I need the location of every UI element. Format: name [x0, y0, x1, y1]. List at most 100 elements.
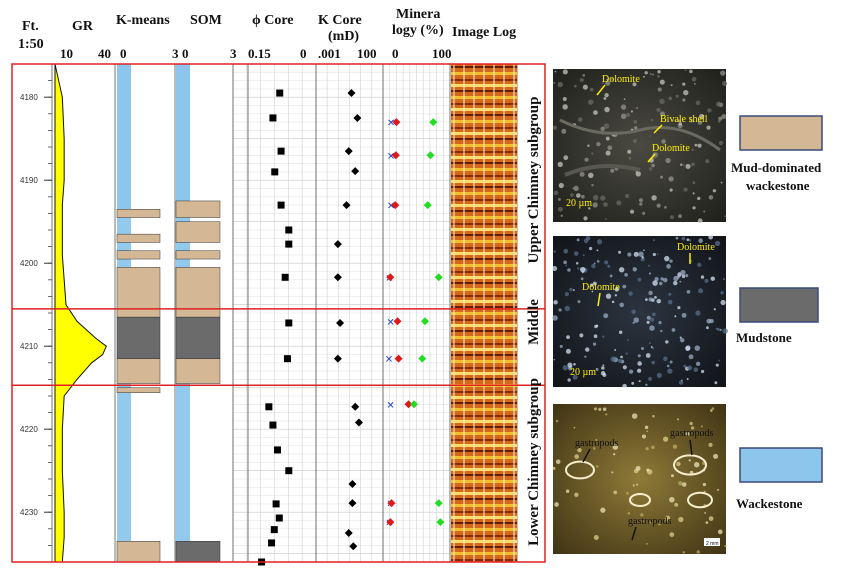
- crystal-speck: [576, 267, 580, 270]
- crystal-speck: [652, 239, 655, 242]
- crystal-speck: [573, 426, 576, 429]
- crystal-speck: [668, 96, 673, 101]
- crystal-speck: [685, 345, 691, 351]
- crystal-speck: [703, 490, 706, 493]
- crystal-speck: [672, 119, 675, 122]
- phi-core-point: [265, 403, 273, 411]
- crystal-speck: [649, 521, 652, 525]
- crystal-speck: [711, 407, 715, 410]
- crystal-speck: [576, 193, 581, 198]
- crystal-speck: [609, 274, 613, 278]
- phi-core-point: [283, 355, 291, 363]
- crystal-speck: [659, 98, 665, 105]
- crystal-speck: [692, 206, 696, 210]
- som-interval-mud_wackestone: [175, 221, 221, 243]
- crystal-speck: [648, 297, 653, 302]
- crystal-speck: [553, 358, 556, 361]
- crystal-speck: [679, 280, 682, 283]
- crystal-speck: [625, 491, 629, 495]
- crystal-speck: [562, 69, 568, 75]
- crystal-speck: [665, 157, 671, 164]
- header-ft: Ft.: [22, 19, 39, 34]
- crystal-speck: [656, 372, 662, 378]
- crystal-speck: [682, 164, 685, 167]
- mineral-dolomite-point: [436, 518, 445, 527]
- crystal-speck: [592, 194, 599, 201]
- gr-min-label: 10: [60, 46, 73, 61]
- crystal-speck: [627, 511, 631, 515]
- crystal-speck: [573, 84, 577, 88]
- kmeans-max-label: 3: [172, 46, 179, 61]
- crystal-speck: [651, 360, 656, 365]
- phi-core-point: [272, 500, 280, 508]
- micrograph-2-arrow-b: [597, 292, 601, 307]
- kmeans-interval-mud_wackestone: [116, 250, 161, 260]
- crystal-speck: [682, 482, 687, 487]
- phi-core-point: [285, 467, 293, 475]
- crystal-speck: [703, 210, 706, 213]
- crystal-speck: [620, 355, 623, 359]
- crystal-speck: [565, 489, 570, 493]
- crystal-speck: [618, 250, 622, 254]
- crystal-speck: [572, 374, 578, 380]
- crystal-speck: [593, 535, 599, 541]
- crystal-speck: [573, 251, 579, 256]
- crystal-speck: [692, 192, 695, 195]
- crystal-speck: [681, 236, 686, 241]
- legend-swatch-mud-wackestone: [739, 115, 823, 151]
- crystal-speck: [642, 211, 646, 215]
- crystal-speck: [693, 367, 699, 373]
- crystal-speck: [659, 175, 664, 179]
- crystal-speck: [593, 262, 596, 265]
- som-interval-mud_wackestone: [175, 250, 221, 260]
- micrograph-1-arrow-a: [596, 84, 606, 96]
- crystal-speck: [695, 361, 701, 366]
- crystal-speck: [704, 278, 709, 283]
- crystal-speck: [573, 185, 579, 192]
- crystal-speck: [563, 155, 569, 161]
- crystal-speck: [554, 70, 557, 73]
- header-mineral-2: logy (%): [392, 23, 444, 38]
- kmeans-interval-mud_wackestone: [116, 233, 161, 243]
- crystal-speck: [582, 254, 585, 257]
- crystal-speck: [620, 113, 627, 120]
- crystal-speck: [682, 98, 686, 102]
- crystal-speck: [618, 330, 623, 335]
- crystal-speck: [713, 308, 716, 311]
- crystal-speck: [564, 305, 570, 312]
- micrograph-1: Dolomite Bivale shell Dolomite 20 µm: [552, 69, 728, 224]
- k-core-point: [336, 318, 345, 327]
- crystal-speck: [666, 264, 671, 269]
- crystal-speck: [648, 272, 652, 275]
- crystal-speck: [685, 274, 689, 278]
- mineral-dolomite-point: [423, 201, 432, 210]
- phi-min-label: 0.15: [248, 46, 271, 61]
- crystal-speck: [638, 380, 641, 383]
- crystal-speck: [646, 320, 650, 324]
- crystal-speck: [637, 277, 642, 282]
- k-core-point: [354, 418, 363, 427]
- crystal-speck: [651, 445, 655, 450]
- crystal-speck: [685, 432, 690, 436]
- crystal-speck: [552, 315, 558, 321]
- legend-label-mud-wackestone-1: Mud-dominated: [731, 160, 822, 175]
- crystal-speck: [697, 218, 703, 224]
- phi-core-point: [270, 526, 278, 534]
- crystal-speck: [689, 421, 693, 426]
- crystal-speck: [656, 107, 661, 113]
- zone-label-upper: Upper Chimney subgroup: [526, 97, 542, 264]
- crystal-speck: [596, 260, 600, 263]
- crystal-speck: [560, 214, 563, 217]
- crystal-speck: [613, 453, 616, 456]
- crystal-speck: [602, 407, 607, 412]
- crystal-speck: [592, 447, 596, 450]
- crystal-speck: [667, 368, 673, 374]
- crystal-speck: [644, 425, 649, 430]
- legend: Mud-dominated wackestone Mudstone Wackes…: [731, 115, 823, 511]
- mineral-quartz-marker: ✕: [387, 201, 395, 212]
- crystal-speck: [652, 312, 656, 317]
- micrograph-3-scalebar: [704, 538, 720, 546]
- kmeans-track: [116, 64, 161, 563]
- header-scale: 1:50: [18, 37, 44, 52]
- crystal-speck: [722, 328, 728, 334]
